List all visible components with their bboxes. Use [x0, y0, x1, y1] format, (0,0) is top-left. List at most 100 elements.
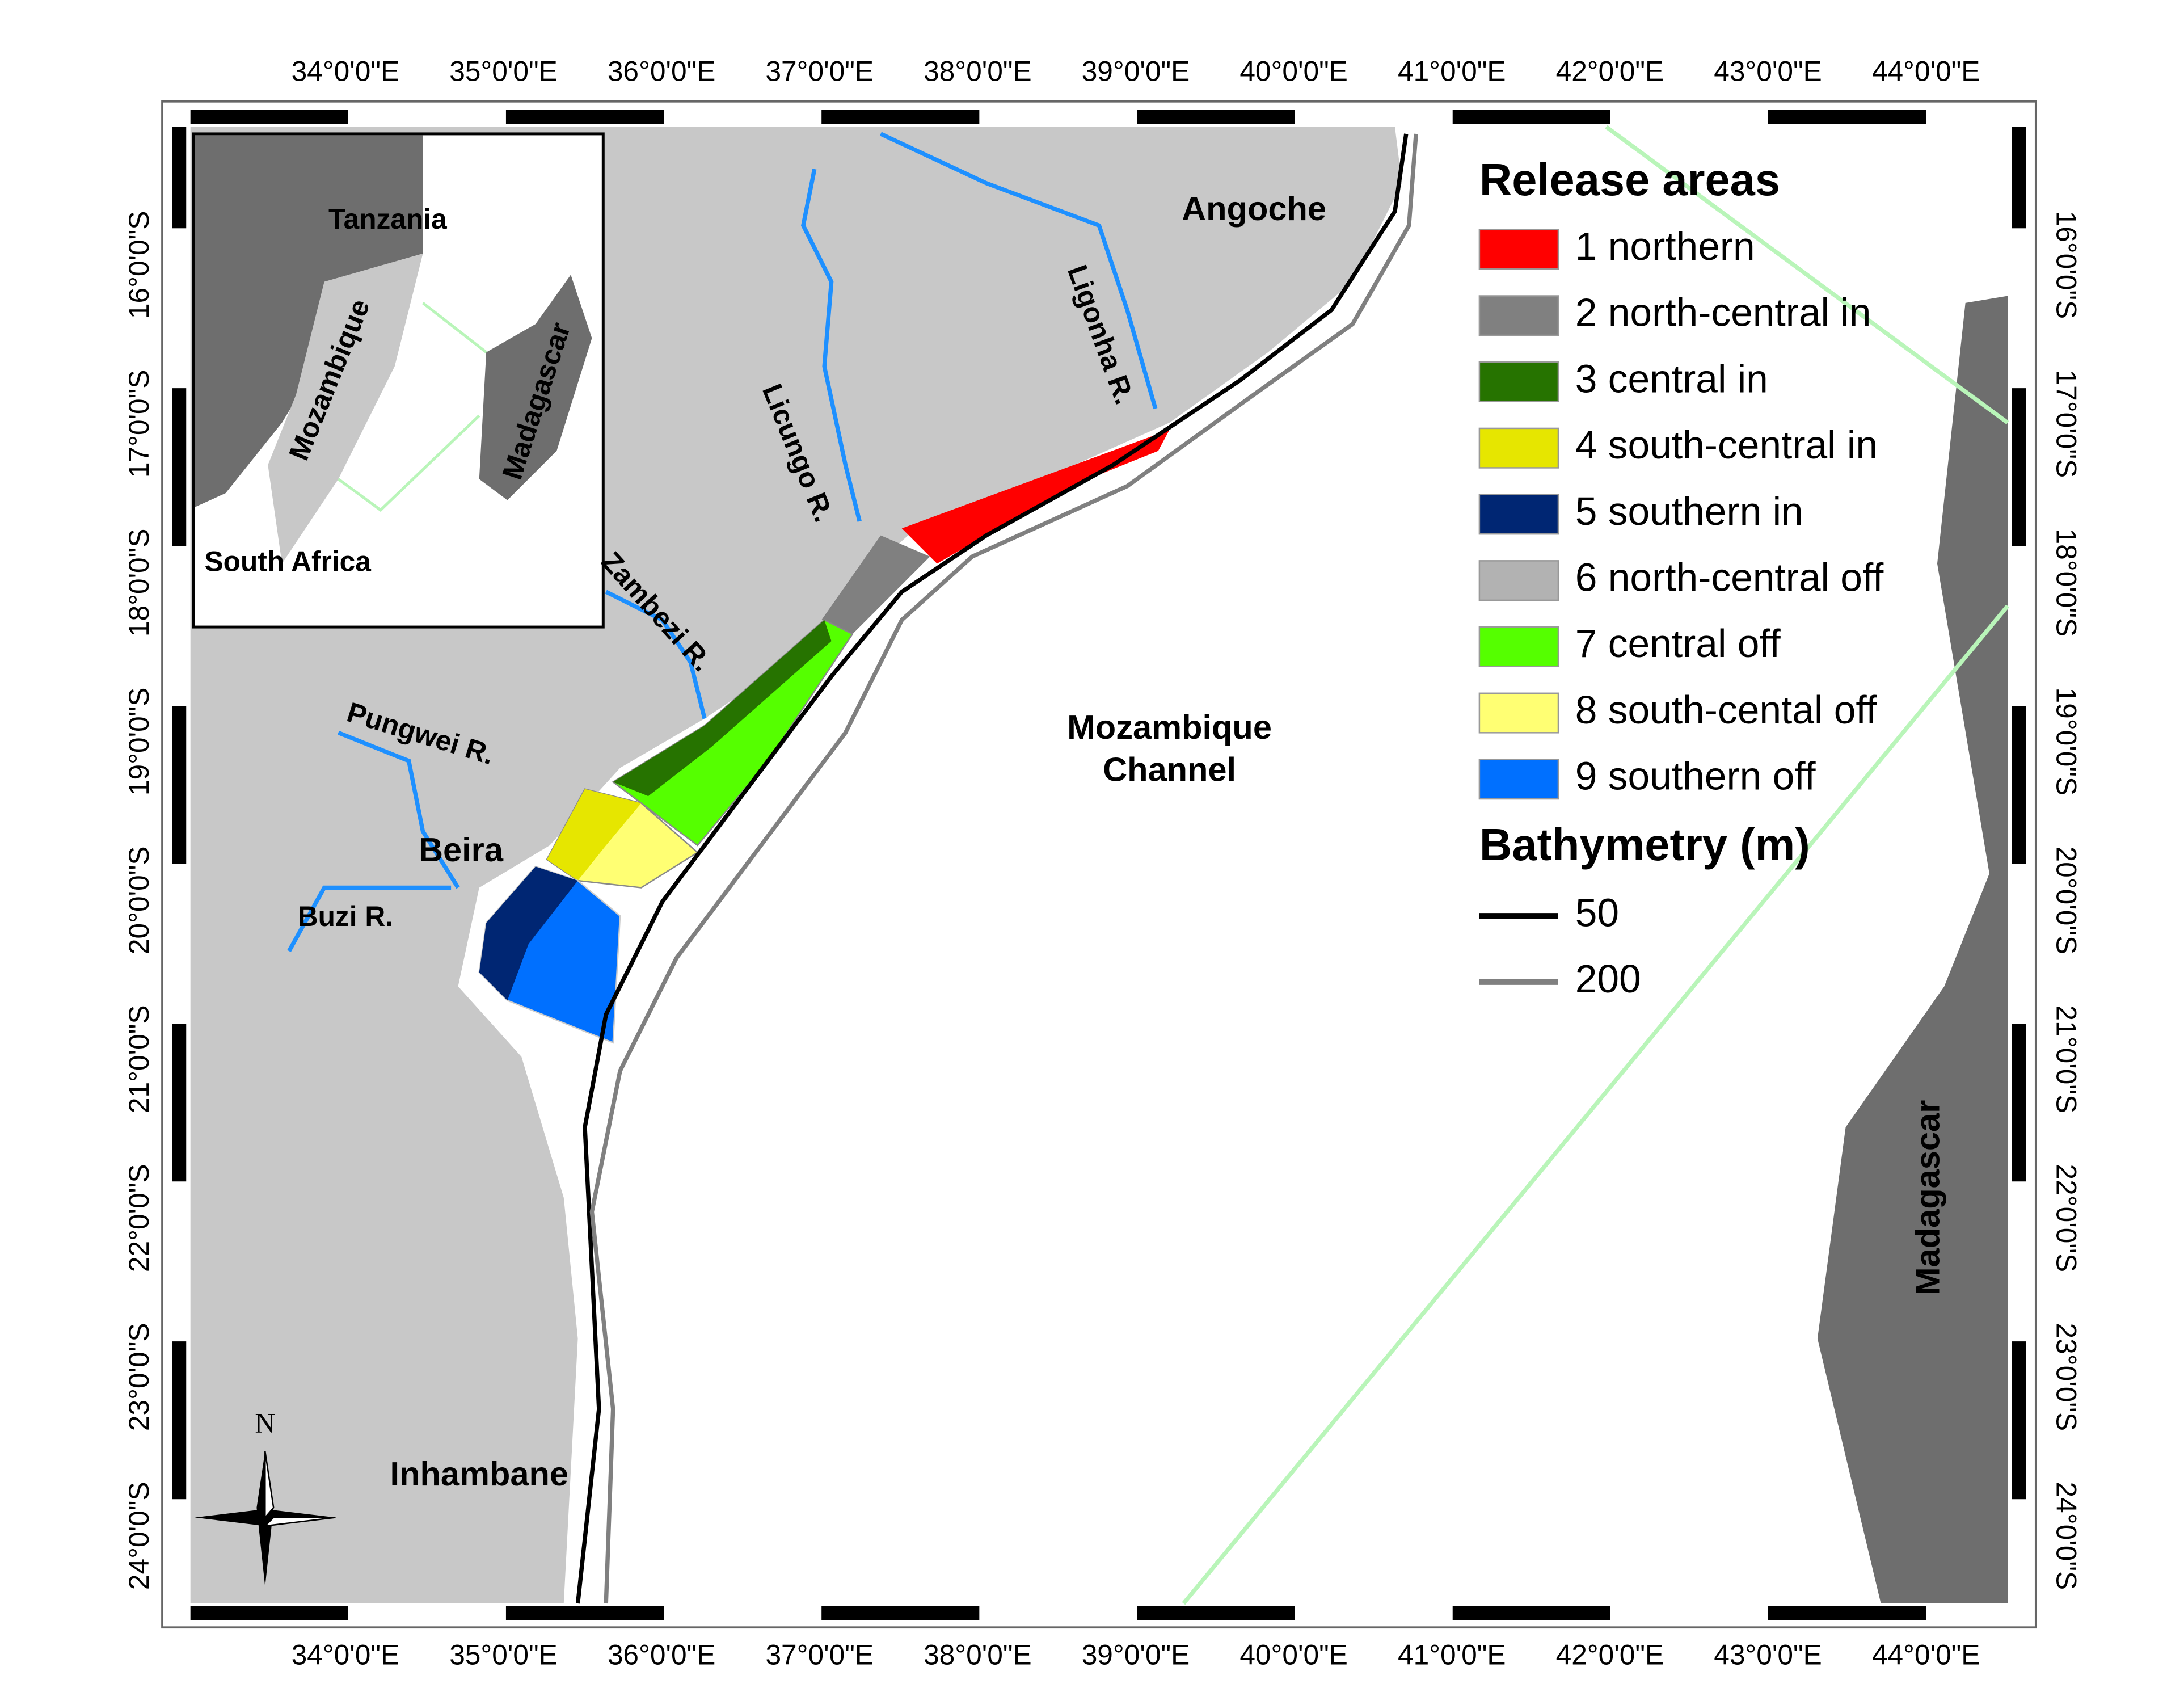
lon-label: 42°0'0"E — [1556, 1639, 1664, 1670]
lon-label: 43°0'0"E — [1714, 1639, 1822, 1670]
isobath-50 — [575, 133, 1409, 1604]
inset-label: South Africa — [205, 545, 372, 577]
inset-label: Tanzania — [328, 203, 447, 235]
lat-label: 18°0'0"S — [123, 529, 155, 637]
legend-label: 7 central off — [1575, 621, 1781, 666]
lon-label: 44°0'0"E — [1872, 1639, 1980, 1670]
north-label: N — [255, 1407, 275, 1438]
inset-eez — [421, 301, 487, 353]
area-1 — [901, 430, 1170, 564]
frame-bar — [2012, 1341, 2026, 1500]
legend-label: 4 south-central in — [1575, 423, 1878, 467]
legend-label: 8 south-cental off — [1575, 688, 1878, 732]
legend-label: 50 — [1575, 891, 1619, 935]
madagascar-land — [1817, 296, 2008, 1604]
legend-swatch — [1478, 361, 1559, 402]
sea-label: Mozambique — [1067, 708, 1272, 746]
lat-label: 20°0'0"S — [123, 847, 155, 955]
frame-bar — [821, 110, 980, 124]
lat-label: 22°0'0"S — [2050, 1164, 2082, 1273]
lat-label: 20°0'0"S — [2050, 847, 2082, 955]
frame-bar — [505, 110, 664, 124]
frame-bar — [1137, 1606, 1295, 1620]
lon-label: 41°0'0"E — [1398, 55, 1506, 87]
frame-bar — [1768, 110, 1926, 124]
rivers — [287, 132, 1158, 953]
lon-label: 34°0'0"E — [292, 55, 400, 87]
lat-label: 19°0'0"S — [2050, 688, 2082, 796]
eez-line — [1605, 125, 2009, 424]
legend-swatch — [1478, 759, 1559, 800]
frame-bar — [172, 388, 187, 546]
frame-bar — [2012, 127, 2026, 229]
legend-swatch — [1478, 692, 1559, 734]
lon-label: 37°0'0"E — [765, 1639, 874, 1670]
lon-label: 40°0'0"E — [1239, 55, 1348, 87]
frame-bar — [1452, 1606, 1610, 1620]
area-4 — [546, 789, 642, 881]
frame-bar — [190, 110, 348, 124]
frame-bar — [190, 1606, 348, 1620]
frame-bar — [2012, 706, 2026, 864]
frame-bar — [821, 1606, 980, 1620]
legend-label: 2 north-central in — [1575, 291, 1871, 335]
legend-swatch — [1478, 560, 1559, 601]
lat-label: 23°0'0"S — [123, 1323, 155, 1432]
frame-bar — [1137, 110, 1295, 124]
legend-swatch — [1478, 494, 1559, 535]
area-2-6 — [821, 535, 930, 634]
legend-title: Bathymetry (m) — [1479, 819, 1810, 870]
lat-label: 16°0'0"S — [123, 211, 155, 319]
lat-label: 24°0'0"S — [2050, 1482, 2082, 1590]
lat-label: 21°0'0"S — [2050, 1005, 2082, 1114]
legend-label: 1 northern — [1575, 224, 1755, 268]
frame-bar — [172, 706, 187, 864]
lat-label: 19°0'0"S — [123, 688, 155, 796]
legend-label: 5 southern in — [1575, 489, 1803, 533]
legend-label: 9 southern off — [1575, 754, 1816, 798]
frame-bar — [1768, 1606, 1926, 1620]
lat-label: 16°0'0"S — [2050, 211, 2082, 319]
place-label: Angoche — [1182, 190, 1326, 228]
lon-label: 36°0'0"E — [608, 1639, 716, 1670]
sea-label: Channel — [1103, 751, 1236, 789]
legend-label: 3 central in — [1575, 356, 1768, 401]
river-label: Buzi R. — [298, 900, 393, 932]
lon-label: 41°0'0"E — [1398, 1639, 1506, 1670]
frame-bar — [505, 1606, 664, 1620]
lat-label: 21°0'0"S — [123, 1005, 155, 1114]
lat-label: 23°0'0"S — [2050, 1323, 2082, 1432]
frame-bar — [172, 1341, 187, 1500]
inset-madagascar — [479, 275, 592, 500]
lon-label: 36°0'0"E — [608, 55, 716, 87]
frame-bar — [1452, 110, 1610, 124]
lon-label: 37°0'0"E — [765, 55, 874, 87]
legend-label: 200 — [1575, 957, 1641, 1001]
inset-eez — [337, 414, 480, 512]
lon-label: 39°0'0"E — [1082, 55, 1190, 87]
lon-label: 40°0'0"E — [1239, 1639, 1348, 1670]
isobath-200 — [589, 133, 1418, 1604]
place-label: Inhambane — [390, 1455, 569, 1493]
place-label: Madagascar — [1908, 1100, 1946, 1295]
lat-label: 22°0'0"S — [123, 1164, 155, 1273]
frame-bar — [2012, 388, 2026, 546]
frame-bar — [2012, 1024, 2026, 1182]
lon-label: 38°0'0"E — [924, 1639, 1032, 1670]
frame-bar — [172, 1024, 187, 1182]
inset-land — [195, 135, 423, 507]
lon-label: 44°0'0"E — [1872, 55, 1980, 87]
legend-swatch — [1478, 626, 1559, 667]
lon-label: 34°0'0"E — [292, 1639, 400, 1670]
area-3-7 — [612, 619, 854, 847]
legend-swatch — [1478, 229, 1559, 270]
lon-label: 43°0'0"E — [1714, 55, 1822, 87]
eez-line — [1182, 604, 2010, 1605]
lat-label: 17°0'0"S — [2050, 370, 2082, 478]
legend-swatch — [1478, 295, 1559, 336]
frame-bar — [172, 127, 187, 229]
lat-label: 17°0'0"S — [123, 370, 155, 478]
lon-label: 42°0'0"E — [1556, 55, 1664, 87]
lon-label: 39°0'0"E — [1082, 1639, 1190, 1670]
